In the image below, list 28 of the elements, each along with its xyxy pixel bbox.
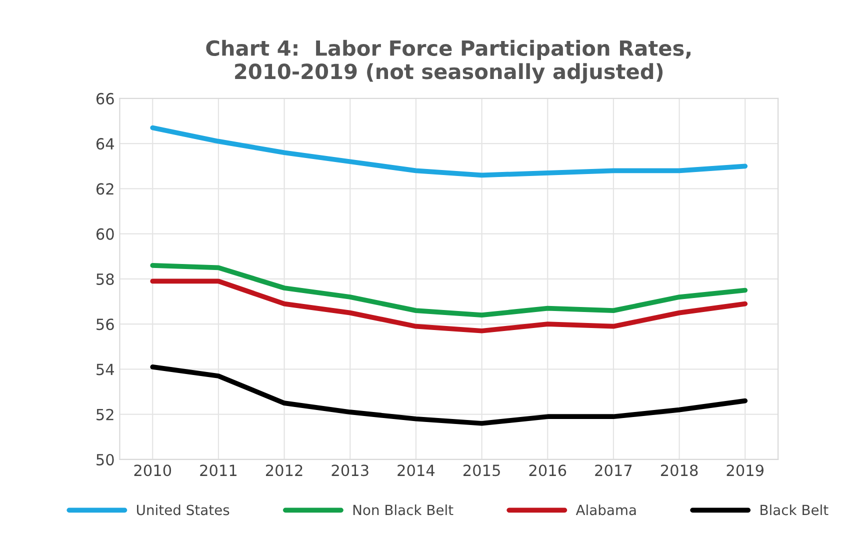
x-tick-label: 2012 (266, 464, 302, 476)
x-tick-label: 2019 (726, 464, 764, 476)
legend-label: United States (137, 504, 230, 516)
y-tick-label: 52 (96, 408, 114, 420)
x-tick-label: 2018 (660, 464, 698, 476)
x-tick-label: 2010 (134, 464, 172, 476)
line-series (150, 278, 748, 334)
y-tick-label: 62 (96, 183, 114, 195)
chart-title: Chart 4: Labor Force Participation Rates, 2010-2019 (not seasonally adjusted) (206, 40, 690, 84)
legend-label: Alabama (576, 504, 636, 516)
y-tick-label: 60 (96, 228, 114, 240)
x-tick-label: 2015 (463, 464, 500, 476)
legend-label: Non Black Belt (353, 504, 454, 516)
y-tick-label: 56 (96, 318, 114, 330)
x-tick-label: 2017 (595, 464, 632, 476)
y-tick-label: 66 (96, 92, 114, 104)
y-tick-label: 64 (96, 138, 114, 150)
x-tick-label: 2014 (398, 464, 435, 476)
x-tick-label: 2013 (332, 464, 368, 476)
legend-label: Black Belt (760, 504, 828, 516)
y-tick-label: 50 (96, 454, 114, 466)
line-series (150, 263, 748, 318)
y-tick-label: 58 (96, 273, 114, 285)
line-series (150, 125, 748, 178)
y-tick-label: 54 (96, 364, 114, 376)
x-tick-label: 2016 (529, 464, 566, 476)
line-series (150, 364, 748, 426)
x-tick-label: 2011 (200, 464, 236, 476)
